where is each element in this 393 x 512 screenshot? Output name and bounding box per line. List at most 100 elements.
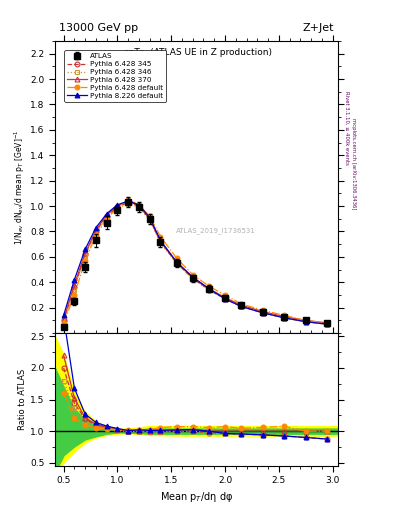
Pythia 6.428 default xyxy=(147,213,152,219)
Pythia 6.428 345 xyxy=(223,296,228,302)
Pythia 6.428 346 xyxy=(137,204,141,210)
Pythia 6.428 346 xyxy=(104,215,109,221)
Pythia 6.428 345 xyxy=(239,304,244,310)
Pythia 6.428 345 xyxy=(325,321,330,327)
Pythia 6.428 346 xyxy=(282,315,286,321)
Pythia 8.226 default xyxy=(115,202,120,208)
Pythia 6.428 370 xyxy=(115,203,120,209)
Pythia 6.428 345 xyxy=(147,216,152,222)
Pythia 8.226 default xyxy=(206,286,211,292)
Pythia 6.428 346 xyxy=(83,254,88,260)
Pythia 6.428 default xyxy=(158,233,163,240)
Pythia 6.428 346 xyxy=(158,240,163,246)
Pythia 6.428 346 xyxy=(94,230,98,236)
Pythia 8.226 default xyxy=(303,318,308,325)
Pythia 6.428 345 xyxy=(104,213,109,219)
Pythia 6.428 346 xyxy=(223,296,228,302)
Pythia 6.428 370 xyxy=(104,212,109,218)
Pythia 8.226 default xyxy=(126,198,130,204)
Pythia 6.428 370 xyxy=(126,198,130,204)
Pythia 6.428 346 xyxy=(206,287,211,293)
Pythia 6.428 345 xyxy=(126,199,130,205)
Line: Pythia 6.428 345: Pythia 6.428 345 xyxy=(61,200,330,327)
Text: Rivet 3.1.10, ≥ 400k events: Rivet 3.1.10, ≥ 400k events xyxy=(344,91,349,165)
Pythia 8.226 default xyxy=(260,310,265,316)
Pythia 6.428 346 xyxy=(126,201,130,207)
Pythia 6.428 default xyxy=(126,197,130,203)
Pythia 6.428 370 xyxy=(282,313,286,319)
Pythia 6.428 345 xyxy=(61,317,66,324)
Pythia 6.428 346 xyxy=(239,304,244,310)
Pythia 6.428 default xyxy=(137,202,141,208)
Pythia 8.226 default xyxy=(147,215,152,221)
Pythia 6.428 346 xyxy=(72,287,77,293)
Text: 13000 GeV pp: 13000 GeV pp xyxy=(59,23,138,33)
Pythia 8.226 default xyxy=(137,202,141,208)
Pythia 6.428 370 xyxy=(61,316,66,322)
Pythia 6.428 346 xyxy=(190,275,195,282)
X-axis label: Mean p$_T$/dη dφ: Mean p$_T$/dη dφ xyxy=(160,489,233,503)
Pythia 6.428 346 xyxy=(174,260,179,266)
Pythia 6.428 345 xyxy=(174,260,179,266)
Pythia 6.428 370 xyxy=(174,259,179,265)
Pythia 8.226 default xyxy=(72,276,77,283)
Pythia 6.428 default xyxy=(303,317,308,324)
Pythia 6.428 345 xyxy=(190,275,195,282)
Pythia 8.226 default xyxy=(223,296,228,302)
Pythia 6.428 370 xyxy=(303,317,308,324)
Legend: ATLAS, Pythia 6.428 345, Pythia 6.428 346, Pythia 6.428 370, Pythia 6.428 defaul: ATLAS, Pythia 6.428 345, Pythia 6.428 34… xyxy=(64,50,166,101)
Pythia 6.428 370 xyxy=(137,203,141,209)
Pythia 6.428 370 xyxy=(325,320,330,326)
Pythia 6.428 370 xyxy=(260,308,265,314)
Pythia 6.428 346 xyxy=(260,310,265,316)
Line: Pythia 6.428 370: Pythia 6.428 370 xyxy=(61,199,330,326)
Pythia 6.428 370 xyxy=(239,302,244,308)
Pythia 6.428 default xyxy=(223,292,228,298)
Pythia 6.428 default xyxy=(94,232,98,239)
Pythia 6.428 345 xyxy=(115,204,120,210)
Pythia 8.226 default xyxy=(174,259,179,265)
Pythia 6.428 345 xyxy=(303,318,308,325)
Pythia 6.428 default xyxy=(325,320,330,326)
Pythia 8.226 default xyxy=(158,238,163,244)
Pythia 6.428 346 xyxy=(303,318,308,325)
Line: Pythia 6.428 default: Pythia 6.428 default xyxy=(61,197,330,326)
Pythia 6.428 345 xyxy=(158,239,163,245)
Pythia 6.428 370 xyxy=(158,239,163,245)
Pythia 6.428 default xyxy=(239,301,244,307)
Pythia 6.428 370 xyxy=(223,294,228,301)
Pythia 8.226 default xyxy=(61,312,66,318)
Pythia 6.428 345 xyxy=(206,287,211,293)
Pythia 8.226 default xyxy=(239,304,244,310)
Pythia 6.428 default xyxy=(61,320,66,326)
Pythia 6.428 default xyxy=(260,307,265,313)
Pythia 6.428 346 xyxy=(61,318,66,325)
Pythia 6.428 default xyxy=(190,271,195,278)
Pythia 8.226 default xyxy=(94,225,98,231)
Pythia 6.428 345 xyxy=(83,251,88,258)
Pythia 8.226 default xyxy=(83,246,88,252)
Pythia 6.428 346 xyxy=(147,217,152,223)
Y-axis label: 1/N$_{ev}$ dN$_{ev}$/d mean p$_T$ [GeV]$^{-1}$: 1/N$_{ev}$ dN$_{ev}$/d mean p$_T$ [GeV]$… xyxy=(13,129,28,245)
Pythia 6.428 345 xyxy=(137,203,141,209)
Line: Pythia 6.428 346: Pythia 6.428 346 xyxy=(61,201,330,327)
Pythia 6.428 370 xyxy=(206,286,211,292)
Pythia 6.428 default xyxy=(282,312,286,318)
Pythia 6.428 default xyxy=(72,292,77,298)
Pythia 6.428 346 xyxy=(115,205,120,211)
Pythia 6.428 370 xyxy=(94,227,98,233)
Pythia 6.428 345 xyxy=(260,310,265,316)
Pythia 6.428 346 xyxy=(325,321,330,327)
Text: ATLAS_2019_I1736531: ATLAS_2019_I1736531 xyxy=(176,227,256,234)
Pythia 6.428 345 xyxy=(282,315,286,321)
Pythia 6.428 default xyxy=(115,204,120,210)
Pythia 6.428 370 xyxy=(72,282,77,288)
Pythia 6.428 370 xyxy=(83,250,88,256)
Pythia 6.428 default xyxy=(104,216,109,222)
Text: mcplots.cern.ch [arXiv:1306.3436]: mcplots.cern.ch [arXiv:1306.3436] xyxy=(351,118,356,209)
Pythia 8.226 default xyxy=(190,274,195,280)
Text: Z+Jet: Z+Jet xyxy=(303,23,334,33)
Pythia 6.428 345 xyxy=(72,284,77,290)
Pythia 6.428 345 xyxy=(94,228,98,234)
Pythia 8.226 default xyxy=(325,321,330,327)
